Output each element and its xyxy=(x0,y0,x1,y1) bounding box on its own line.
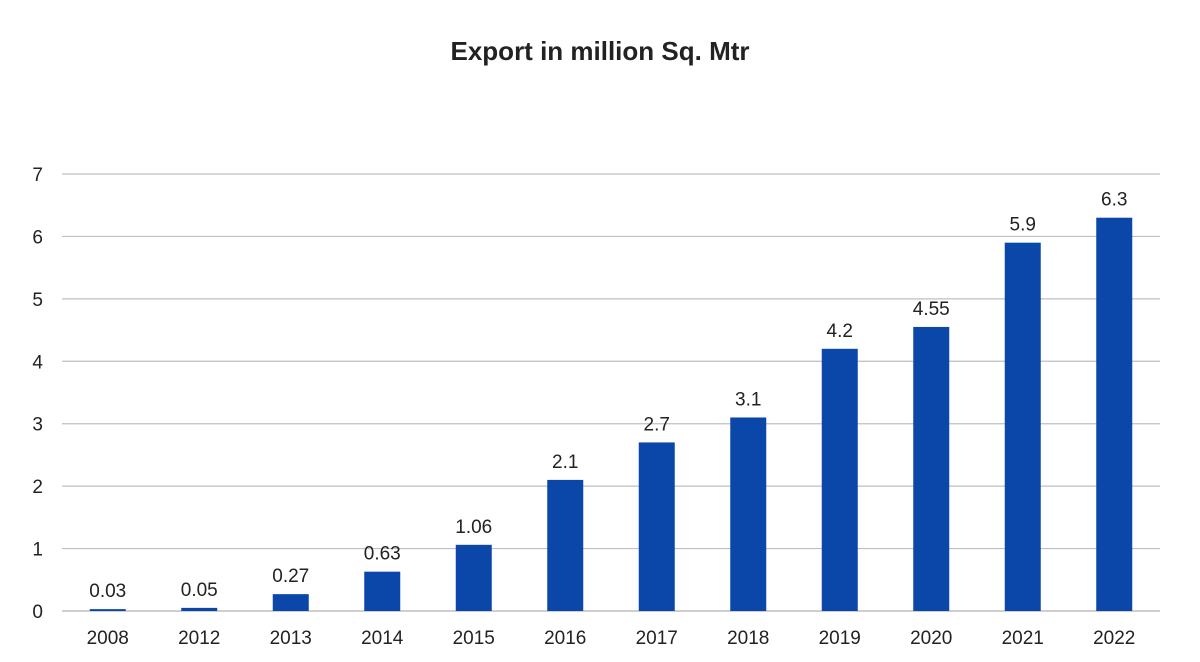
bar-2015 xyxy=(455,544,492,611)
data-label-2014: 0.63 xyxy=(364,544,401,565)
x-tick-label: 2018 xyxy=(727,628,769,649)
data-label-2018: 3.1 xyxy=(735,389,761,410)
bar-2020 xyxy=(913,326,950,611)
x-tick-label: 2021 xyxy=(1002,628,1044,649)
data-label-2016: 2.1 xyxy=(552,452,578,473)
bar-2016 xyxy=(547,479,584,611)
y-tick-label: 0 xyxy=(32,602,43,623)
y-tick-label: 2 xyxy=(32,477,43,498)
bar-2013 xyxy=(272,594,309,611)
x-tick-label: 2017 xyxy=(636,628,678,649)
data-label-2008: 0.03 xyxy=(89,581,126,602)
y-tick-label: 3 xyxy=(32,415,43,436)
data-label-2020: 4.55 xyxy=(913,299,950,320)
bar-2012 xyxy=(181,607,218,611)
bar-2021 xyxy=(1004,242,1041,611)
x-tick-label: 2020 xyxy=(910,628,952,649)
data-label-2021: 5.9 xyxy=(1010,215,1036,236)
data-label-2013: 0.27 xyxy=(272,566,309,587)
data-label-2019: 4.2 xyxy=(827,321,853,342)
data-label-2022: 6.3 xyxy=(1101,190,1127,211)
data-label-2017: 2.7 xyxy=(644,414,670,435)
bar-2019 xyxy=(821,348,858,611)
y-tick-label: 1 xyxy=(32,540,43,561)
x-tick-label: 2014 xyxy=(361,628,404,649)
y-tick-label: 4 xyxy=(32,352,43,373)
x-tick-label: 2012 xyxy=(178,628,220,649)
chart-title: Export in million Sq. Mtr xyxy=(450,36,750,66)
bar-2008 xyxy=(89,609,126,611)
y-tick-label: 6 xyxy=(32,227,43,248)
bar-2018 xyxy=(730,417,767,611)
data-label-2012: 0.05 xyxy=(181,580,218,601)
x-tick-label: 2022 xyxy=(1093,628,1135,649)
bar-2022 xyxy=(1096,217,1133,611)
x-tick-label: 2008 xyxy=(87,628,129,649)
x-tick-label: 2015 xyxy=(453,628,495,649)
x-tick-label: 2013 xyxy=(270,628,312,649)
y-tick-label: 5 xyxy=(32,290,43,311)
data-label-2015: 1.06 xyxy=(455,517,492,538)
x-tick-label: 2016 xyxy=(544,628,586,649)
x-tick-label: 2019 xyxy=(819,628,861,649)
bar-2014 xyxy=(364,571,401,611)
y-tick-label: 7 xyxy=(32,165,43,186)
bar-2017 xyxy=(638,442,675,611)
